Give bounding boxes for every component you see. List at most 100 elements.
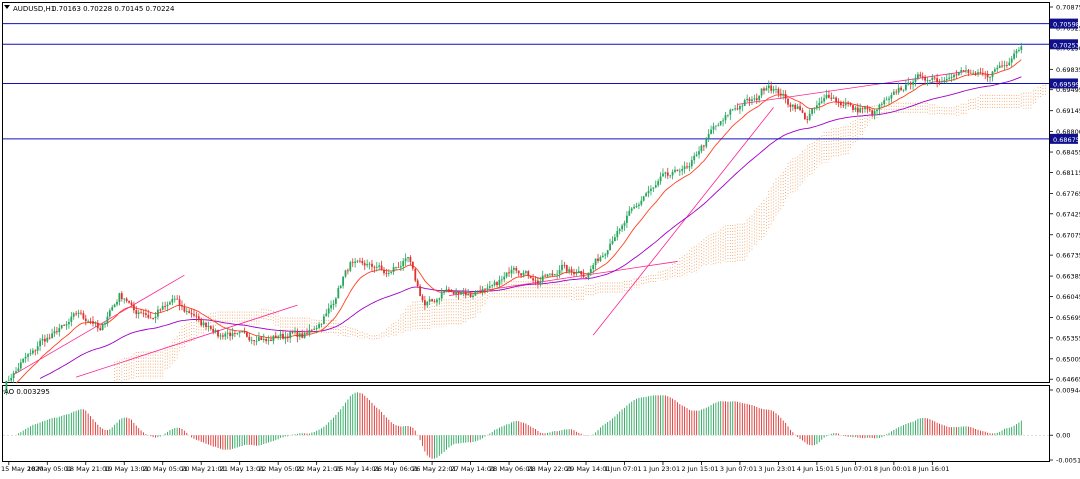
time-label: 4 Jun 15:01	[797, 465, 834, 473]
candle	[981, 67, 984, 77]
candle	[844, 97, 847, 109]
time-label: 22 May 21:01	[297, 465, 342, 473]
candle	[323, 314, 325, 325]
candle-body	[986, 74, 989, 78]
candle-body	[734, 108, 736, 110]
candle	[152, 317, 154, 320]
candle	[443, 290, 445, 296]
candle-body	[931, 77, 934, 80]
candle	[558, 265, 561, 279]
dropdown-arrow-icon[interactable]	[4, 5, 10, 9]
candle-body	[176, 298, 179, 300]
candle	[645, 191, 647, 197]
candle-body	[474, 291, 477, 296]
candle-body	[500, 279, 503, 281]
candle	[373, 265, 376, 273]
candle	[919, 71, 922, 78]
candle-body	[335, 298, 337, 304]
candle-body	[96, 323, 99, 329]
candle	[565, 264, 568, 274]
candle	[409, 255, 412, 266]
candle-body	[39, 340, 41, 347]
candle	[818, 97, 821, 111]
candle-body	[866, 107, 869, 110]
candle-body	[202, 322, 205, 326]
price-tick-label: 0.68455	[1056, 149, 1080, 157]
candle	[339, 285, 342, 289]
price-tick-label: 0.67425	[1056, 210, 1080, 218]
candle-body	[159, 309, 162, 311]
candle	[950, 73, 953, 83]
candle	[416, 278, 419, 288]
candle	[243, 327, 246, 334]
candle	[965, 65, 967, 74]
candle-body	[371, 263, 373, 267]
candle-body	[628, 210, 631, 216]
candle	[60, 324, 63, 330]
candle	[654, 180, 657, 189]
candle	[142, 309, 145, 318]
candle	[219, 333, 222, 340]
candle	[10, 373, 13, 383]
candle-body	[87, 321, 90, 322]
candle	[763, 86, 765, 95]
candle-body	[111, 307, 114, 311]
candle	[597, 253, 599, 264]
candle-body	[743, 100, 746, 106]
candle-body	[789, 104, 792, 107]
candle	[604, 252, 607, 260]
candle-body	[529, 276, 532, 279]
candle-body	[306, 332, 308, 334]
candle	[537, 277, 539, 289]
candle-body	[46, 337, 49, 342]
candle-body	[255, 340, 258, 342]
price-tick-label: 0.66735	[1056, 252, 1080, 260]
candle-body	[399, 266, 402, 268]
candle	[140, 308, 142, 314]
candle-body	[537, 280, 539, 285]
candle	[676, 169, 679, 172]
main-pane-frame	[2, 2, 1050, 383]
candle	[984, 71, 987, 80]
candle	[760, 88, 763, 99]
candle	[411, 261, 414, 271]
ma-slow-line	[39, 76, 1022, 379]
candle-body	[996, 67, 999, 70]
candle	[989, 76, 991, 83]
candle-body	[929, 80, 931, 81]
candle-body	[606, 250, 609, 255]
candle	[746, 94, 748, 103]
candle	[832, 94, 835, 99]
candle	[652, 187, 655, 193]
candle-body	[92, 321, 94, 324]
time-label: 20 May 21:01	[181, 465, 226, 473]
candle-body	[443, 291, 445, 293]
moving-averages	[15, 59, 1022, 384]
candle-body	[599, 257, 602, 261]
candle-body	[777, 88, 780, 94]
candle	[722, 117, 724, 127]
candle-body	[185, 311, 188, 312]
candle	[99, 325, 102, 331]
candle	[197, 313, 200, 323]
candle	[145, 308, 147, 319]
candle	[17, 363, 20, 373]
candle-body	[448, 289, 450, 292]
candle-body	[258, 337, 260, 341]
candle-body	[289, 331, 292, 339]
candle-body	[72, 313, 75, 317]
candle-body	[580, 271, 583, 275]
candle	[193, 308, 195, 318]
candle-body	[784, 94, 787, 99]
candle-body	[729, 109, 732, 115]
candle-body	[262, 339, 265, 340]
candle-body	[397, 267, 400, 268]
candle	[616, 226, 619, 241]
candle-body	[609, 243, 611, 251]
candle	[431, 298, 433, 302]
candle	[1020, 42, 1023, 54]
candle	[856, 103, 859, 116]
price-tick-label: 0.67765	[1056, 190, 1080, 198]
candle	[909, 81, 912, 90]
